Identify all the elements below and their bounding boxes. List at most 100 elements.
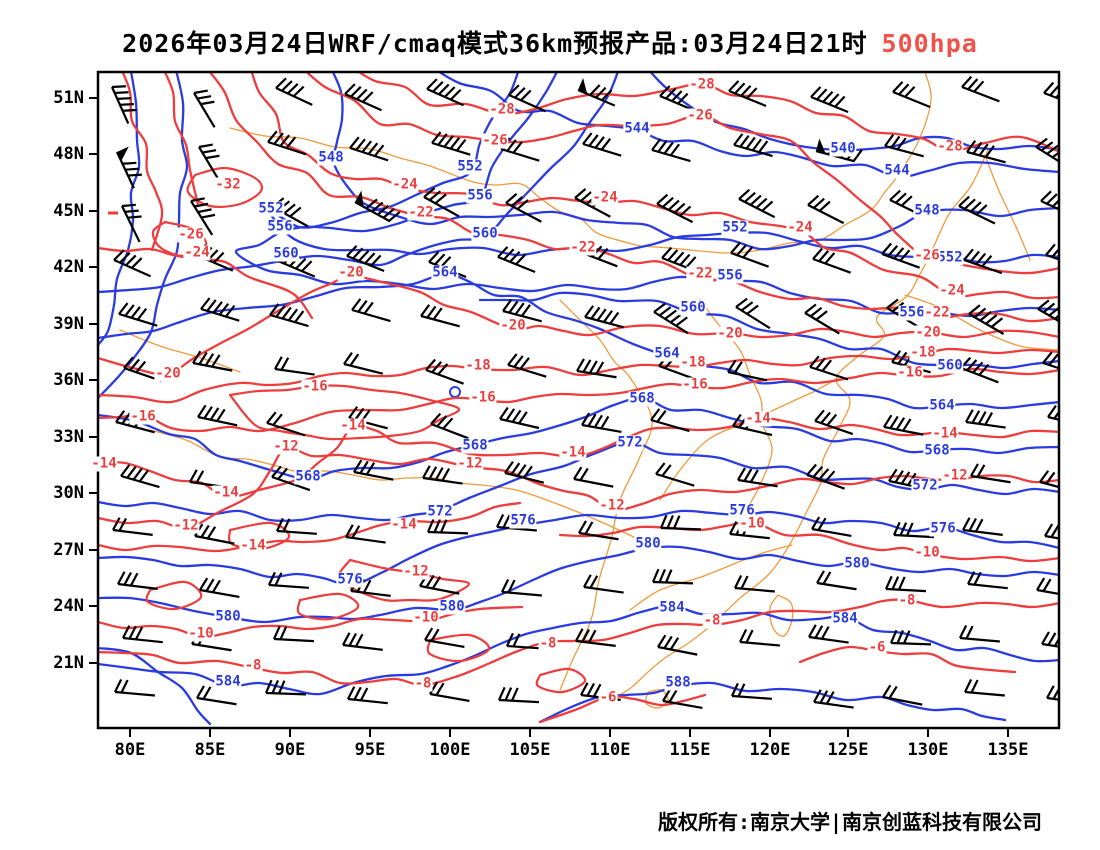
temp-contour-label: -16 — [301, 378, 329, 395]
wind-barb — [653, 302, 689, 335]
temp-contour-label: -24 — [183, 244, 211, 261]
wind-barb — [507, 353, 547, 378]
wind-barb — [816, 570, 857, 591]
wind-barb — [501, 579, 542, 597]
wind-barb — [422, 465, 463, 485]
wind-barb — [1041, 631, 1058, 652]
wind-barb — [502, 299, 542, 323]
temp-contour-label: -20 — [499, 317, 527, 334]
wind-barb — [429, 681, 470, 703]
wind-barb — [959, 625, 1000, 643]
temp-contour-label: -8 — [897, 592, 917, 609]
height-contour-label: 564 — [653, 345, 681, 362]
wind-barb — [576, 358, 617, 379]
chart-title-main: 2026年03月24日WRF/cmaq模式36km预报产品:03月24日21时 — [122, 29, 868, 58]
wind-barb — [120, 464, 160, 489]
wind-barb — [276, 517, 317, 535]
wind-barb — [200, 297, 240, 322]
height-contour-label: 572 — [426, 503, 454, 520]
wind-barb — [728, 80, 767, 108]
wind-barb — [345, 524, 386, 544]
wind-barbs-layer — [110, 75, 1058, 710]
wind-barb — [346, 245, 385, 273]
height-contour-label: 572 — [616, 434, 644, 451]
wind-barb — [733, 133, 773, 158]
wind-barb — [121, 203, 142, 243]
temp-contour-label: -14 — [90, 455, 118, 472]
temp-contour-label: -14 — [390, 516, 418, 533]
temp-contour-label: -18 — [909, 344, 937, 361]
wind-barb — [271, 465, 311, 492]
height-contour-label: 552 — [257, 200, 285, 217]
wind-barb — [1044, 523, 1058, 545]
height-contour-label: 568 — [461, 437, 489, 454]
lat-tick-label: 33N — [53, 427, 84, 447]
temp-contour-label: -6 — [867, 639, 887, 656]
wind-barb — [425, 358, 464, 385]
wind-barb — [351, 298, 391, 323]
wind-barb — [349, 136, 389, 162]
wind-barb — [884, 575, 927, 593]
temp-contour-label: -12 — [598, 497, 626, 514]
wind-barb — [960, 356, 999, 384]
temp-contour-label: -14 — [212, 484, 240, 501]
height-contour-label: 560 — [679, 299, 707, 316]
wind-barb — [883, 414, 924, 436]
temp-contour-label: -28 — [488, 101, 516, 118]
wind-barb — [112, 517, 153, 536]
wind-barb — [965, 409, 1006, 429]
temp-contour-label: -14 — [744, 410, 772, 427]
wind-barb — [116, 146, 142, 189]
height-contour-label: 560 — [936, 357, 964, 374]
temp-contour-label: -22 — [686, 265, 714, 282]
wind-barb — [1037, 299, 1058, 330]
wind-barb — [581, 412, 622, 434]
wind-barb — [813, 689, 854, 709]
height-contour-label: 556 — [466, 187, 494, 204]
wind-barb — [964, 679, 1005, 697]
height-contour-label: 556 — [716, 267, 744, 284]
wind-barb — [198, 143, 221, 182]
wind-barb — [353, 459, 394, 481]
lon-tick-label: 110E — [589, 740, 631, 760]
wind-barb — [1042, 351, 1058, 377]
temp-contour-label: -10 — [913, 544, 941, 561]
wind-barb — [881, 242, 920, 269]
wind-barb — [114, 679, 155, 697]
lon-tick-label: 85E — [194, 740, 226, 760]
height-contour-label: 588 — [664, 674, 692, 691]
lat-tick-label: 51N — [53, 88, 84, 108]
temp-contour-label: -10 — [187, 625, 215, 642]
height-contour-label: 548 — [913, 202, 941, 219]
wind-barb — [428, 251, 467, 279]
temp-contour-label: -28 — [936, 138, 964, 155]
temp-contour-label: -24 — [938, 282, 966, 299]
temp-contour-label: -16 — [469, 389, 497, 406]
wind-barb — [812, 247, 851, 274]
wind-barb — [656, 193, 694, 224]
lon-tick-label: 120E — [749, 740, 791, 760]
height-contour-label: 580 — [438, 598, 466, 615]
wind-barb — [730, 241, 769, 268]
wind-barb — [505, 193, 542, 223]
wind-barb — [809, 355, 849, 381]
lon-tick-label: 90E — [274, 740, 306, 760]
wind-barb — [892, 81, 931, 109]
wind-barb — [967, 571, 1008, 590]
wind-barb — [1045, 243, 1058, 270]
lon-tick-label: 115E — [669, 740, 711, 760]
wind-barb — [431, 131, 471, 156]
wind-barb — [808, 624, 849, 644]
temp-contour-label: -12 — [456, 455, 484, 472]
wind-barb — [199, 577, 240, 599]
height-contour-label: 580 — [843, 555, 871, 572]
wind-barb — [651, 568, 694, 585]
lat-tick-label: 42N — [53, 257, 84, 277]
lon-tick-label: 130E — [907, 740, 949, 760]
wind-barb — [810, 86, 849, 114]
temp-contour-label: -16 — [681, 376, 709, 393]
wind-barb — [573, 466, 614, 488]
height-contour-label: 584 — [658, 599, 686, 616]
wind-barb — [424, 627, 465, 649]
wind-barb — [584, 305, 624, 329]
